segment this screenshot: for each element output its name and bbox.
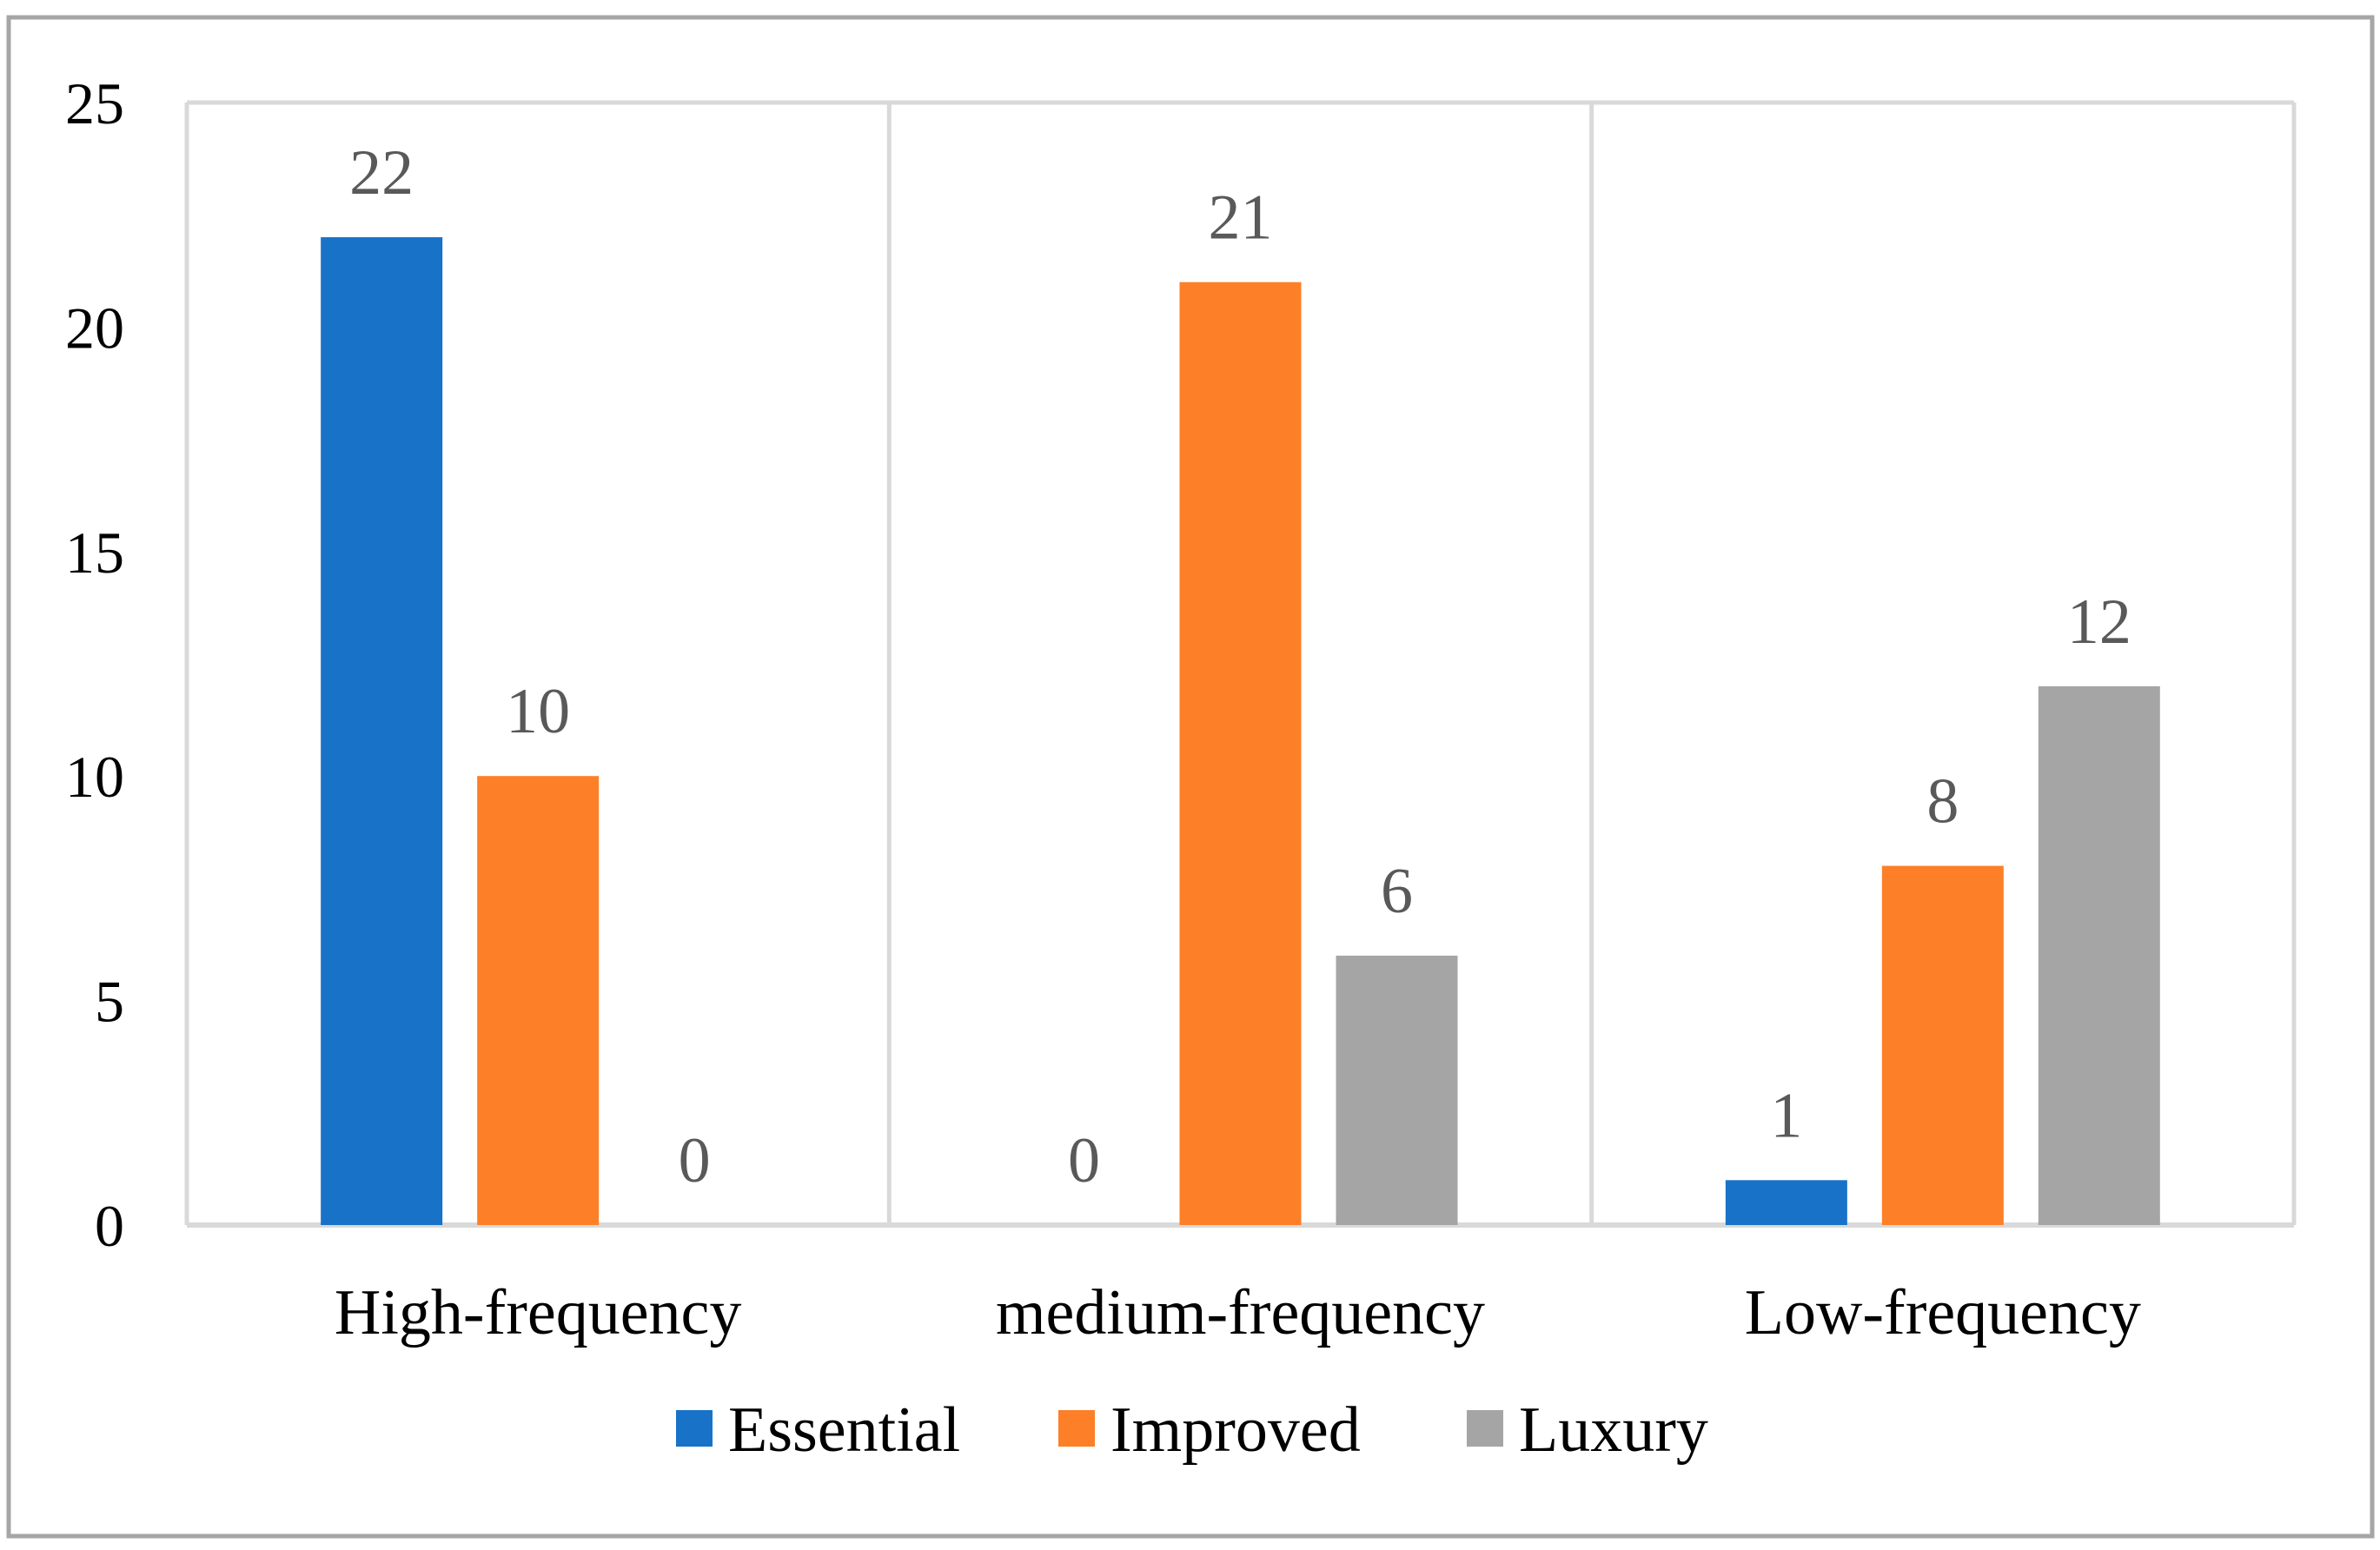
bar-improved-3 [1881,865,2004,1225]
y-tick-label: 20 [65,295,124,361]
legend-swatch-essential [676,1410,713,1447]
labels-layer: 22 10 0 0 21 6 1 8 12 [349,137,2131,1196]
legend-swatch-improved [1058,1410,1095,1447]
legend-swatch-luxury [1467,1410,1503,1447]
bar-improved-1 [477,776,600,1225]
bar-luxury-3 [2038,686,2160,1225]
legend-label-improved: Improved [1110,1394,1361,1466]
data-label-luxury-3: 12 [2067,586,2131,658]
category-label: High-frequency [335,1277,741,1348]
data-label-improved-3: 8 [1926,766,1959,838]
y-tick-label: 25 [65,70,124,136]
y-tick-label: 0 [95,1193,124,1259]
y-tick-label: 10 [65,744,124,810]
category-label: Low-frequency [1745,1277,2141,1348]
legend-label-essential: Essential [728,1394,960,1466]
legend: Essential Improved Luxury [676,1394,1708,1466]
y-tick-label: 5 [95,969,124,1035]
bars-layer [321,237,2160,1226]
data-label-improved-1: 10 [506,676,570,747]
data-label-luxury-2: 6 [1381,856,1413,927]
category-label: medium-frequency [996,1277,1485,1348]
bar-essential-1 [321,237,443,1225]
data-label-essential-3: 1 [1770,1080,1802,1151]
bar-improved-2 [1179,282,1302,1226]
bar-luxury-2 [1336,955,1458,1225]
data-label-luxury-1: 0 [679,1125,711,1196]
y-tick-label: 15 [65,520,124,586]
data-label-essential-1: 22 [349,137,414,209]
bar-essential-3 [1725,1180,1847,1225]
data-label-improved-2: 21 [1209,182,1273,254]
data-label-essential-2: 0 [1068,1125,1100,1196]
legend-label-luxury: Luxury [1519,1394,1708,1466]
